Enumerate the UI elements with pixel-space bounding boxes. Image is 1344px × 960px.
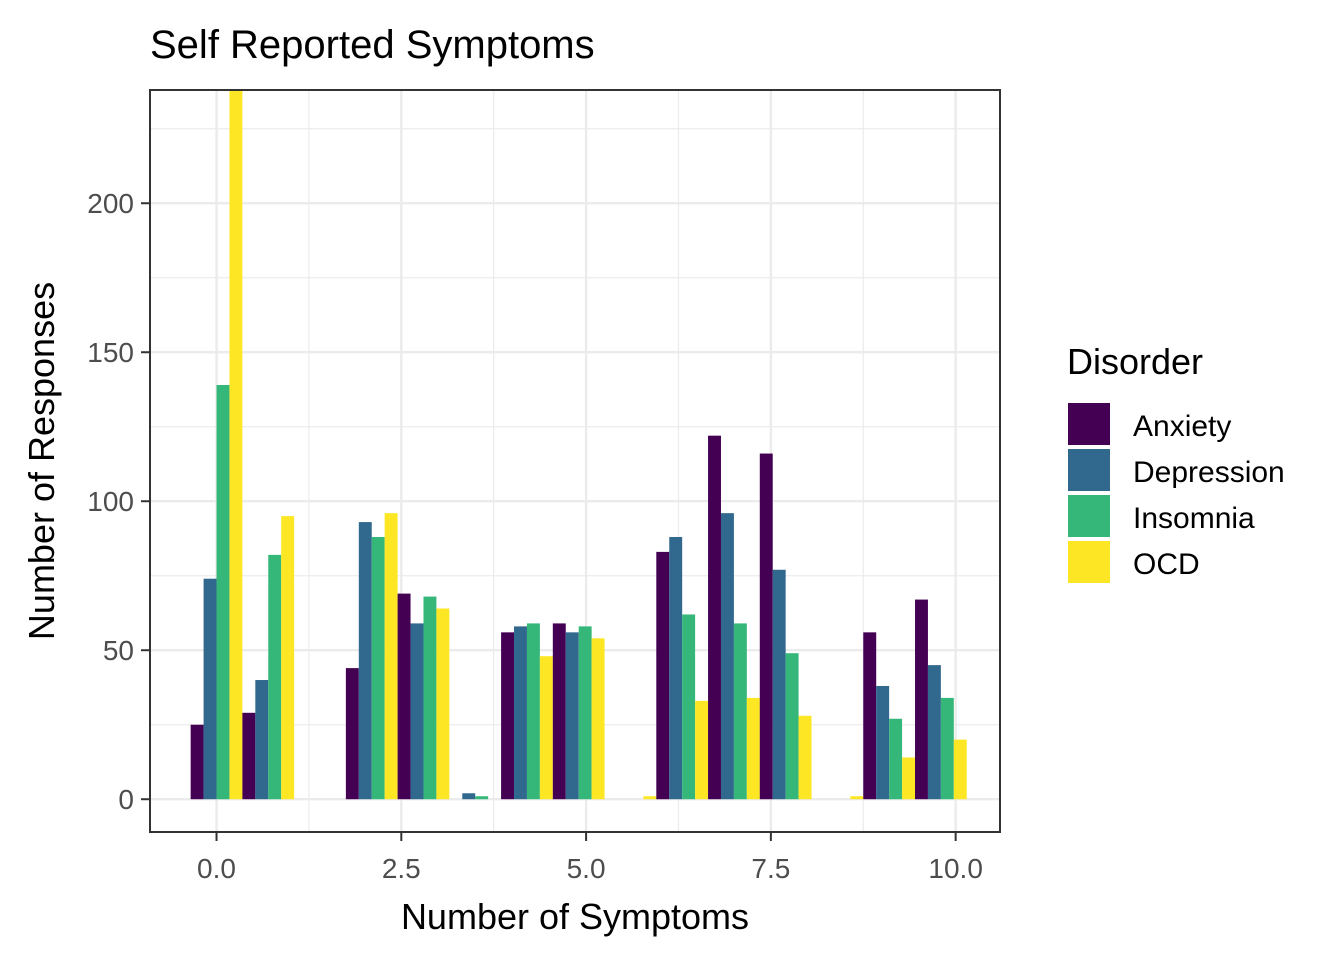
panel-border (149, 89, 1001, 833)
bar-depression (669, 536, 683, 800)
bar-depression (876, 685, 890, 800)
bar-insomnia (475, 796, 489, 800)
bar-anxiety (552, 623, 566, 800)
bar-anxiety (242, 712, 256, 800)
y-axis: 0 50 100 150 200 (87, 188, 150, 815)
bar-ocd (643, 796, 657, 800)
chart-title: Self Reported Symptoms (150, 23, 595, 67)
bar-anxiety (656, 551, 670, 800)
y-tick-label: 0 (118, 784, 134, 815)
bar-ocd (436, 608, 450, 800)
bar-ocd (591, 638, 605, 800)
legend-key-depression (1068, 449, 1110, 491)
bar-depression (927, 665, 941, 800)
bar-anxiety (863, 632, 877, 800)
y-tick-label: 200 (87, 188, 134, 219)
bar-anxiety (759, 453, 773, 800)
bar-depression (514, 626, 527, 800)
x-axis: 0.0 2.5 5.0 7.5 10.0 (197, 832, 983, 884)
x-tick-label: 0.0 (197, 853, 236, 884)
bar-ocd (384, 513, 398, 800)
bar-anxiety (501, 632, 515, 800)
x-tick-label: 2.5 (382, 853, 421, 884)
legend-label-ocd: OCD (1133, 548, 1200, 581)
bar-depression (255, 680, 269, 800)
bar-insomnia (371, 536, 385, 800)
y-tick-label: 100 (87, 486, 134, 517)
bar-insomnia (268, 554, 282, 800)
x-tick-label: 7.5 (751, 853, 790, 884)
bar-ocd (539, 656, 553, 800)
bars (190, 90, 967, 800)
legend: Disorder Anxiety Depression Insomnia OCD (1067, 341, 1285, 583)
bar-ocd (953, 739, 967, 800)
bar-depression (358, 522, 372, 800)
y-tick-label: 50 (103, 635, 134, 666)
bar-depression (565, 632, 579, 800)
bar-anxiety (397, 593, 411, 800)
y-axis-label: Number of Responses (21, 282, 62, 640)
legend-label-depression: Depression (1133, 456, 1285, 489)
x-tick-label: 10.0 (928, 853, 983, 884)
legend-key-anxiety (1068, 403, 1110, 445)
bar-ocd (798, 715, 812, 800)
bar-insomnia (889, 718, 903, 800)
bar-insomnia (682, 614, 696, 800)
y-tick-label: 150 (87, 337, 134, 368)
bar-ocd (746, 697, 760, 800)
bar-anxiety (915, 599, 928, 800)
bar-depression (462, 793, 476, 800)
bar-ocd (229, 90, 243, 800)
legend-title: Disorder (1067, 341, 1203, 382)
bar-ocd (695, 700, 709, 800)
bar-anxiety (190, 724, 204, 800)
bar-insomnia (940, 697, 954, 800)
bar-ocd (902, 757, 915, 800)
x-tick-label: 5.0 (567, 853, 606, 884)
bar-insomnia (423, 596, 437, 800)
bar-insomnia (526, 623, 540, 800)
bar-ocd (281, 516, 295, 800)
plot-panel (149, 89, 1001, 833)
legend-label-insomnia: Insomnia (1133, 502, 1255, 535)
bar-anxiety (708, 435, 721, 800)
bar-insomnia (578, 626, 592, 800)
bar-insomnia (216, 385, 230, 800)
bar-ocd (850, 796, 864, 800)
bar-insomnia (785, 653, 799, 800)
bar-depression (720, 513, 734, 800)
bar-depression (410, 623, 424, 800)
legend-label-anxiety: Anxiety (1133, 410, 1231, 443)
x-axis-label: Number of Symptoms (401, 896, 749, 937)
legend-key-ocd (1068, 541, 1110, 583)
legend-items: Anxiety Depression Insomnia OCD (1068, 403, 1285, 583)
bar-depression (772, 569, 786, 800)
legend-key-insomnia (1068, 495, 1110, 537)
bar-insomnia (733, 623, 747, 800)
bar-anxiety (345, 668, 359, 800)
bar-depression (203, 578, 217, 800)
